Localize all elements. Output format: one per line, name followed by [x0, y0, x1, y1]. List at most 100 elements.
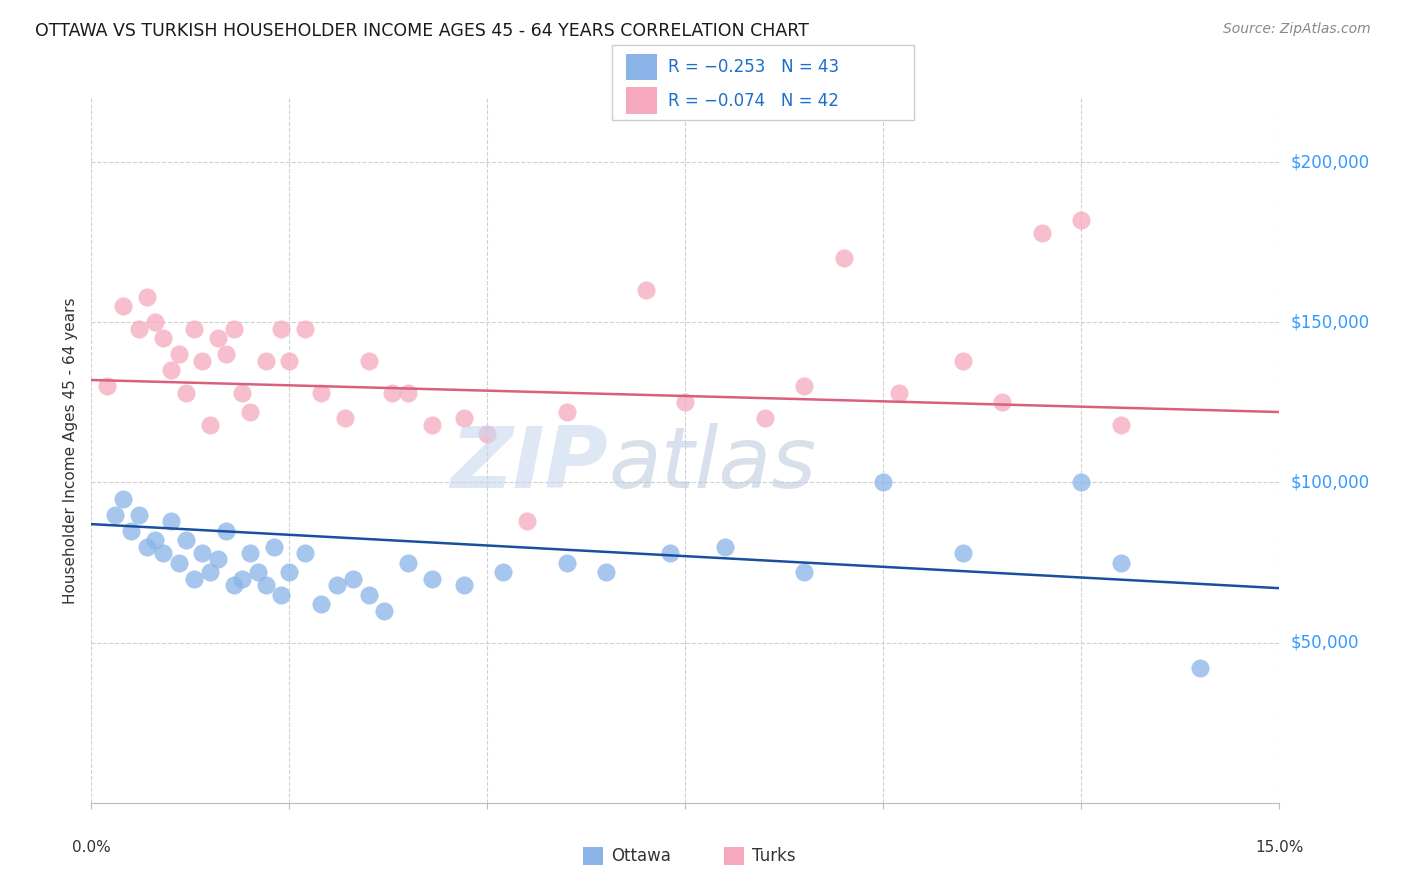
Point	[135, 540, 157, 554]
Text: $150,000: $150,000	[1291, 313, 1369, 331]
Point	[492, 565, 515, 579]
Point	[254, 578, 277, 592]
Point	[112, 491, 135, 506]
Point	[215, 347, 238, 361]
Point	[555, 405, 578, 419]
Point	[128, 508, 150, 522]
Point	[357, 353, 380, 368]
Point	[1109, 417, 1132, 432]
Text: 15.0%: 15.0%	[1256, 840, 1303, 855]
Point	[952, 353, 974, 368]
Point	[270, 322, 292, 336]
Point	[342, 572, 364, 586]
Point	[135, 290, 157, 304]
Point	[176, 385, 198, 400]
Point	[231, 572, 253, 586]
Point	[381, 385, 404, 400]
Point	[176, 533, 198, 548]
Point	[222, 578, 245, 592]
Point	[159, 514, 181, 528]
Point	[373, 604, 395, 618]
Point	[143, 315, 166, 329]
Point	[754, 411, 776, 425]
Point	[889, 385, 911, 400]
Point	[191, 353, 214, 368]
Point	[309, 385, 332, 400]
Point	[658, 546, 681, 560]
Point	[516, 514, 538, 528]
Point	[207, 331, 229, 345]
Point	[1070, 475, 1092, 490]
Point	[952, 546, 974, 560]
Point	[200, 565, 222, 579]
Point	[263, 540, 285, 554]
Point	[832, 252, 855, 266]
Point	[420, 417, 443, 432]
Point	[634, 283, 657, 297]
Point	[246, 565, 269, 579]
Point	[270, 588, 292, 602]
Point	[1031, 226, 1053, 240]
Point	[167, 347, 190, 361]
Point	[191, 546, 214, 560]
Text: R = −0.253   N = 43: R = −0.253 N = 43	[668, 58, 839, 76]
Point	[278, 353, 301, 368]
Point	[673, 395, 696, 409]
Point	[477, 427, 499, 442]
Point	[112, 299, 135, 313]
Point	[396, 556, 419, 570]
Point	[152, 331, 174, 345]
Point	[120, 524, 142, 538]
Text: OTTAWA VS TURKISH HOUSEHOLDER INCOME AGES 45 - 64 YEARS CORRELATION CHART: OTTAWA VS TURKISH HOUSEHOLDER INCOME AGE…	[35, 22, 808, 40]
Point	[453, 578, 475, 592]
Point	[991, 395, 1014, 409]
Point	[231, 385, 253, 400]
Point	[1070, 212, 1092, 227]
Text: Source: ZipAtlas.com: Source: ZipAtlas.com	[1223, 22, 1371, 37]
Point	[555, 556, 578, 570]
Point	[333, 411, 356, 425]
Point	[294, 322, 316, 336]
Point	[207, 552, 229, 566]
Point	[357, 588, 380, 602]
Point	[239, 405, 262, 419]
Point	[309, 597, 332, 611]
Point	[254, 353, 277, 368]
Point	[396, 385, 419, 400]
Point	[128, 322, 150, 336]
Point	[104, 508, 127, 522]
Point	[143, 533, 166, 548]
Point	[215, 524, 238, 538]
Point	[326, 578, 349, 592]
Point	[420, 572, 443, 586]
Text: atlas: atlas	[609, 423, 817, 506]
Point	[1109, 556, 1132, 570]
Y-axis label: Householder Income Ages 45 - 64 years: Householder Income Ages 45 - 64 years	[63, 297, 79, 604]
Point	[159, 363, 181, 377]
Point	[183, 572, 205, 586]
Point	[152, 546, 174, 560]
Point	[278, 565, 301, 579]
Point	[239, 546, 262, 560]
Point	[872, 475, 894, 490]
Point	[222, 322, 245, 336]
Point	[167, 556, 190, 570]
Text: Turks: Turks	[752, 847, 796, 865]
Text: R = −0.074   N = 42: R = −0.074 N = 42	[668, 92, 839, 110]
Point	[793, 565, 815, 579]
Point	[1189, 661, 1212, 675]
Text: Ottawa: Ottawa	[612, 847, 672, 865]
Text: $100,000: $100,000	[1291, 474, 1369, 491]
Text: $200,000: $200,000	[1291, 153, 1369, 171]
Point	[453, 411, 475, 425]
Point	[96, 379, 118, 393]
Point	[793, 379, 815, 393]
Text: 0.0%: 0.0%	[72, 840, 111, 855]
Point	[714, 540, 737, 554]
Point	[183, 322, 205, 336]
Point	[595, 565, 617, 579]
Text: $50,000: $50,000	[1291, 633, 1360, 652]
Text: ZIP: ZIP	[450, 423, 609, 506]
Point	[200, 417, 222, 432]
Point	[294, 546, 316, 560]
